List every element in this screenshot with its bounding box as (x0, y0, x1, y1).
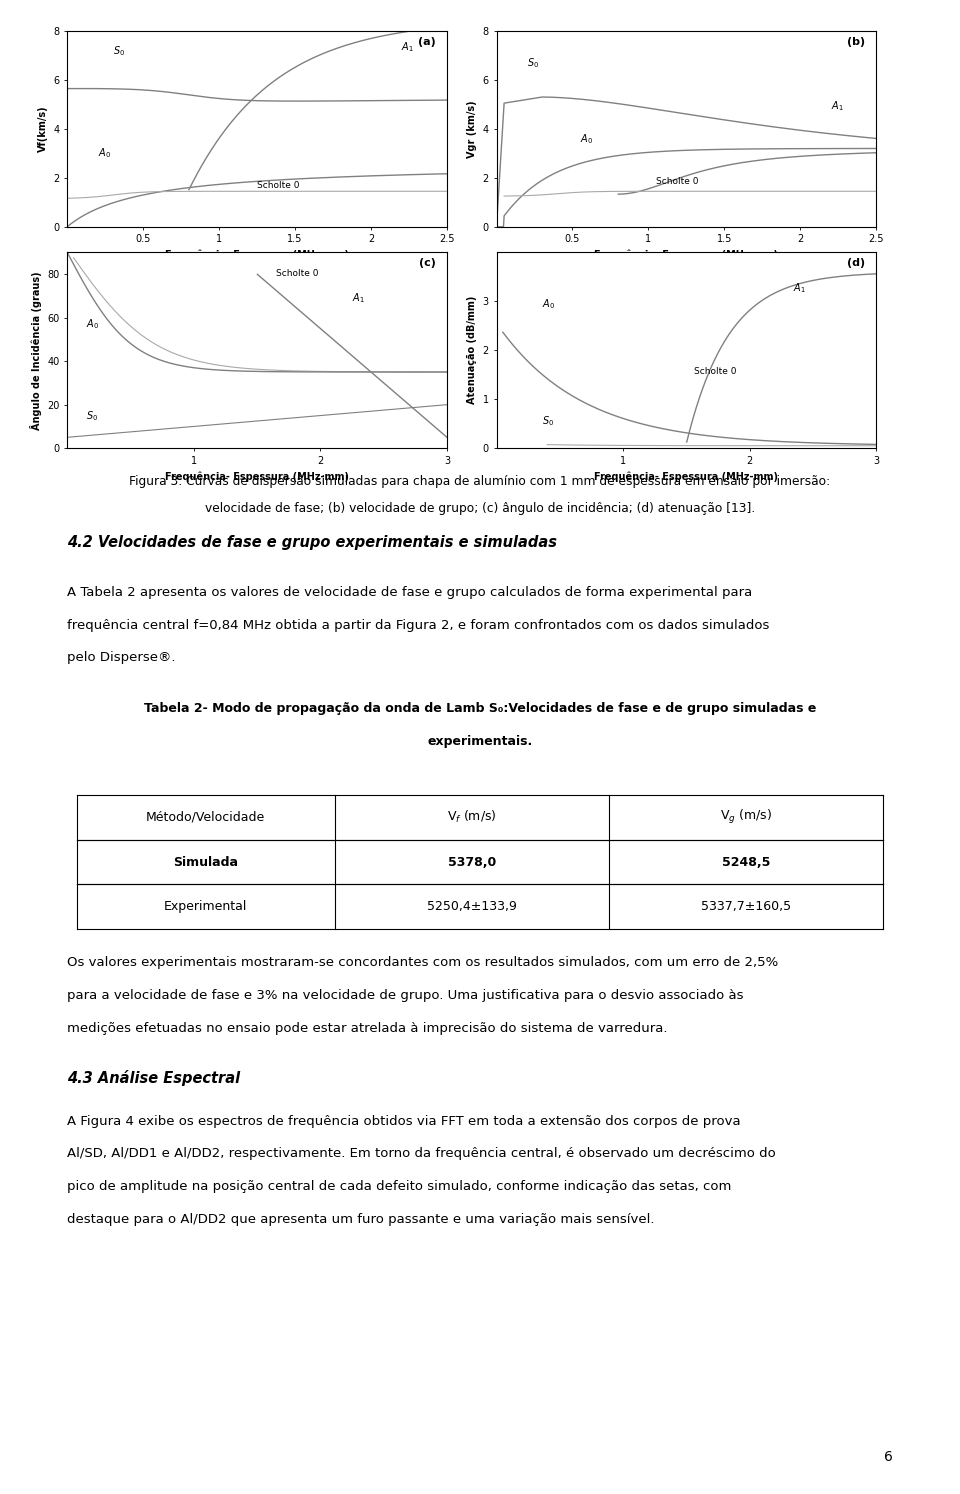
Text: A Figura 4 exibe os espectros de frequência obtidos via FFT em toda a extensão d: A Figura 4 exibe os espectros de frequên… (67, 1115, 741, 1128)
Y-axis label: Atenuação (dB/mm): Atenuação (dB/mm) (468, 296, 477, 405)
Text: $S_0$: $S_0$ (86, 409, 98, 423)
Text: para a velocidade de fase e 3% na velocidade de grupo. Uma justificativa para o : para a velocidade de fase e 3% na veloci… (67, 989, 744, 1002)
X-axis label: Frequência- Espessura (MHz-mm): Frequência- Espessura (MHz-mm) (165, 249, 349, 260)
Text: $A_1$: $A_1$ (830, 99, 844, 114)
Text: $A_1$: $A_1$ (352, 291, 365, 305)
Text: velocidade de fase; (b) velocidade de grupo; (c) ângulo de incidência; (d) atenu: velocidade de fase; (b) velocidade de gr… (204, 502, 756, 515)
X-axis label: Frequência- Espessura (MHz-mm): Frequência- Espessura (MHz-mm) (165, 472, 349, 483)
Text: V$_g$ (m/s): V$_g$ (m/s) (720, 808, 772, 826)
Text: 5378,0: 5378,0 (447, 856, 496, 868)
Text: $S_0$: $S_0$ (112, 45, 125, 58)
Text: A Tabela 2 apresenta os valores de velocidade de fase e grupo calculados de form: A Tabela 2 apresenta os valores de veloc… (67, 586, 753, 599)
Text: 4.2 Velocidades de fase e grupo experimentais e simuladas: 4.2 Velocidades de fase e grupo experime… (67, 535, 557, 550)
Text: $A_0$: $A_0$ (98, 146, 110, 160)
Text: V$_f$ (m/s): V$_f$ (m/s) (447, 810, 496, 825)
Text: Figura 3: Curvas de dispersão simuladas para chapa de alumínio com 1 mm de espes: Figura 3: Curvas de dispersão simuladas … (130, 475, 830, 489)
Text: Scholte 0: Scholte 0 (656, 176, 699, 185)
Text: $A_0$: $A_0$ (86, 317, 99, 330)
Text: medições efetuadas no ensaio pode estar atrelada à imprecisão do sistema de varr: medições efetuadas no ensaio pode estar … (67, 1022, 668, 1035)
X-axis label: Frequência- Espessura (MHz-mm): Frequência- Espessura (MHz-mm) (594, 472, 779, 483)
Y-axis label: Ângulo de Incidência (graus): Ângulo de Incidência (graus) (30, 270, 41, 430)
Text: $A_1$: $A_1$ (401, 40, 414, 54)
Text: destaque para o Al/DD2 que apresenta um furo passante e uma variação mais sensív: destaque para o Al/DD2 que apresenta um … (67, 1213, 655, 1227)
Text: 5248,5: 5248,5 (722, 856, 770, 868)
Text: experimentais.: experimentais. (427, 735, 533, 748)
Text: Scholte 0: Scholte 0 (694, 366, 736, 376)
Text: (d): (d) (847, 258, 865, 269)
Y-axis label: Vf(km/s): Vf(km/s) (37, 106, 48, 152)
Text: 4.3 Análise Espectral: 4.3 Análise Espectral (67, 1070, 240, 1086)
Text: pelo Disperse®.: pelo Disperse®. (67, 651, 176, 665)
Text: Tabela 2- Modo de propagação da onda de Lamb S₀:Velocidades de fase e de grupo s: Tabela 2- Modo de propagação da onda de … (144, 702, 816, 716)
Text: $A_0$: $A_0$ (542, 297, 555, 311)
Text: $S_0$: $S_0$ (527, 57, 539, 70)
Y-axis label: Vgr (km/s): Vgr (km/s) (468, 100, 477, 158)
Text: 5337,7±160,5: 5337,7±160,5 (701, 901, 791, 913)
Text: Simulada: Simulada (174, 856, 238, 868)
Text: 5250,4±133,9: 5250,4±133,9 (427, 901, 516, 913)
Text: Al/SD, Al/DD1 e Al/DD2, respectivamente. Em torno da frequência central, é obser: Al/SD, Al/DD1 e Al/DD2, respectivamente.… (67, 1147, 776, 1161)
Text: $A_1$: $A_1$ (793, 281, 805, 296)
Text: Experimental: Experimental (164, 901, 248, 913)
Text: (b): (b) (847, 37, 865, 46)
Text: Scholte 0: Scholte 0 (257, 181, 300, 190)
Text: frequência central f=0,84 MHz obtida a partir da Figura 2, e foram confrontados : frequência central f=0,84 MHz obtida a p… (67, 619, 770, 632)
Text: (c): (c) (419, 258, 436, 269)
Text: 6: 6 (884, 1451, 893, 1464)
Text: $S_0$: $S_0$ (542, 415, 554, 429)
Text: (a): (a) (418, 37, 436, 46)
Text: pico de amplitude na posição central de cada defeito simulado, conforme indicaçã: pico de amplitude na posição central de … (67, 1180, 732, 1194)
Text: Os valores experimentais mostraram-se concordantes com os resultados simulados, : Os valores experimentais mostraram-se co… (67, 956, 779, 970)
Text: Scholte 0: Scholte 0 (276, 269, 319, 278)
X-axis label: Frequência- Espessura (MHz-mm): Frequência- Espessura (MHz-mm) (594, 249, 779, 260)
Text: $A_0$: $A_0$ (580, 133, 593, 146)
Text: Método/Velocidade: Método/Velocidade (146, 811, 266, 823)
